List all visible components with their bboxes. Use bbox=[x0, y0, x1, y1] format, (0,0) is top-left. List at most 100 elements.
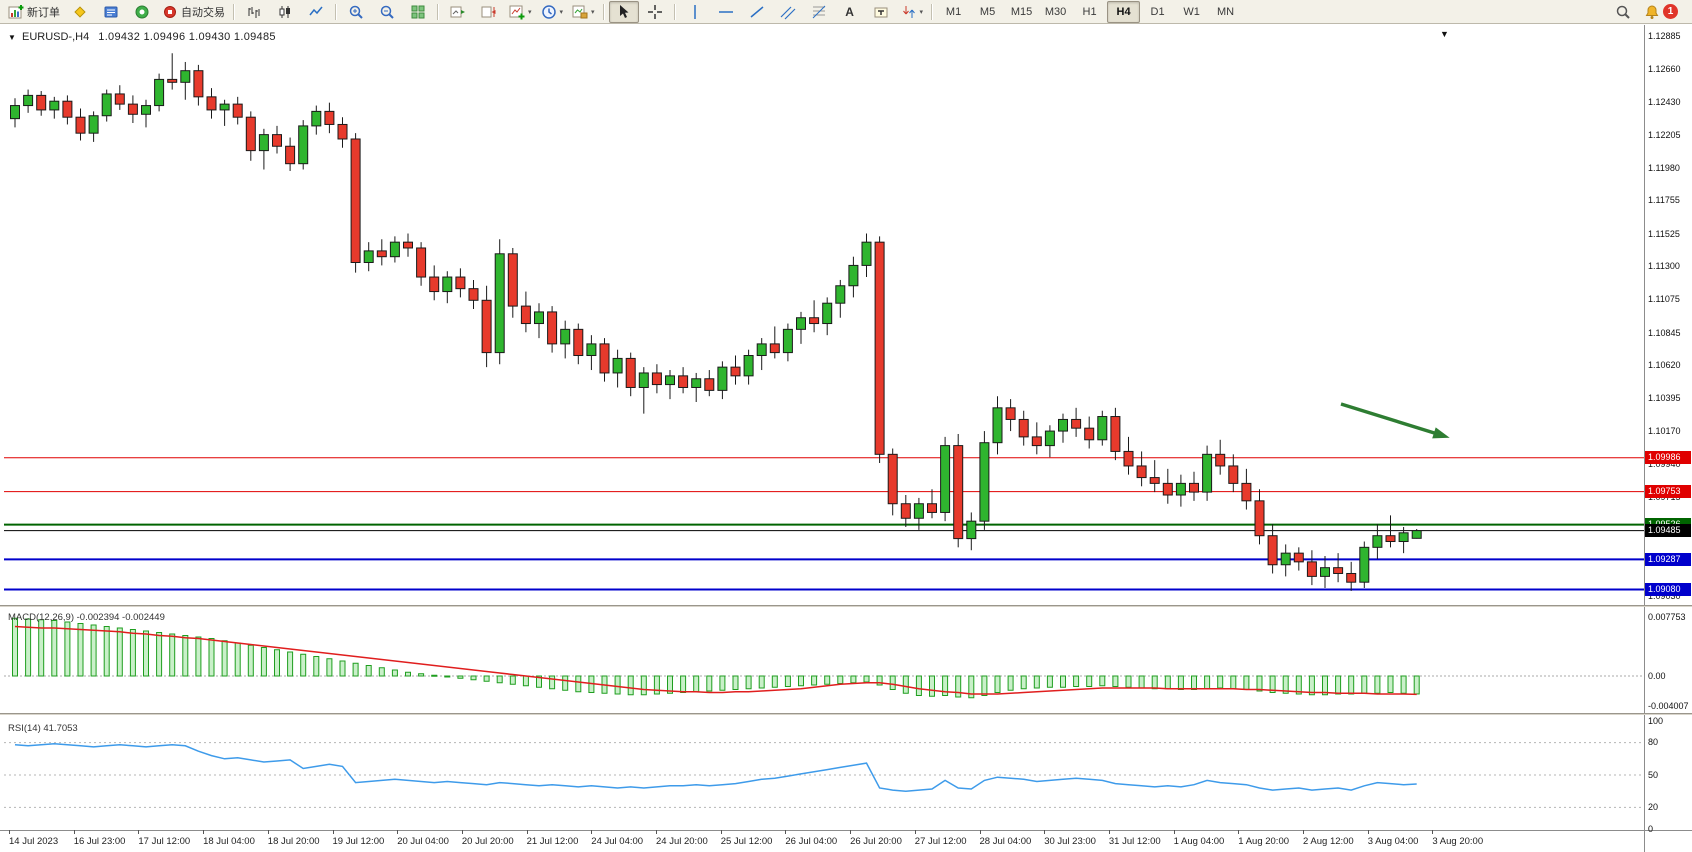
community-button[interactable] bbox=[127, 1, 157, 23]
timeframe-button-h1[interactable]: H1 bbox=[1082, 5, 1097, 18]
bear-candle bbox=[75, 116, 86, 134]
bear-candle bbox=[232, 103, 243, 118]
bull-candle bbox=[180, 70, 191, 83]
macd-histogram-bar bbox=[38, 619, 45, 677]
horizontal-line-tool-button[interactable] bbox=[711, 1, 741, 23]
macd-histogram-bar bbox=[339, 660, 346, 677]
bear-candle bbox=[1110, 416, 1121, 452]
bear-candle bbox=[900, 503, 911, 519]
zoom-in-button[interactable] bbox=[341, 1, 371, 23]
price-scale-label: 1.12660 bbox=[1648, 63, 1681, 74]
tile-windows-button[interactable] bbox=[403, 1, 433, 23]
search-icon bbox=[1616, 5, 1630, 19]
bull-candle bbox=[363, 250, 374, 264]
timeframe-button-m30[interactable]: M30 bbox=[1044, 5, 1067, 18]
bull-candle bbox=[389, 241, 400, 258]
time-axis-tick bbox=[267, 830, 269, 834]
metaeditor-button[interactable] bbox=[65, 1, 95, 23]
macd-histogram-bar bbox=[614, 675, 621, 695]
bull-candle bbox=[1044, 430, 1055, 447]
time-axis-tick bbox=[397, 830, 399, 834]
bear-candle bbox=[272, 134, 282, 147]
candlestick-chart-button[interactable] bbox=[270, 1, 300, 23]
time-axis-label: 27 Jul 12:00 bbox=[914, 836, 967, 847]
new-chart-button[interactable]: ▾ bbox=[505, 1, 536, 23]
timeframe-button-w1[interactable]: W1 bbox=[1183, 5, 1200, 18]
timeframe-button-mn[interactable]: MN bbox=[1217, 5, 1235, 18]
panel-splitter[interactable] bbox=[0, 713, 1692, 715]
macd-histogram-bar bbox=[968, 675, 975, 699]
toolbar-separator bbox=[437, 3, 439, 20]
price-scale-label: 1.09940 bbox=[1648, 459, 1681, 469]
timeframe-button-m15[interactable]: M15 bbox=[1010, 5, 1033, 18]
text-label-tool-button[interactable] bbox=[866, 1, 896, 23]
bear-candle bbox=[887, 453, 898, 505]
arrows-tool-button[interactable]: ▾ bbox=[897, 1, 928, 23]
toolbar: 新订单 自动交易 ▾ ▾ bbox=[0, 0, 1692, 24]
auto-scroll-button[interactable] bbox=[443, 1, 473, 23]
level-price-tag[interactable]: 1.09526 bbox=[1645, 518, 1691, 532]
macd-histogram-bar bbox=[1125, 675, 1132, 688]
one-click-trading-toggle[interactable]: ▼ bbox=[8, 33, 16, 42]
bull-candle bbox=[88, 115, 99, 134]
rsi-indicator-panel[interactable] bbox=[4, 721, 1644, 829]
macd-indicator-panel[interactable] bbox=[4, 610, 1644, 712]
macd-histogram-bar bbox=[1269, 675, 1276, 693]
macd-histogram-bar bbox=[156, 632, 163, 677]
bear-candle bbox=[625, 357, 636, 388]
chart-shift-marker[interactable]: ▼ bbox=[1440, 29, 1449, 39]
cursor-tool-button[interactable] bbox=[608, 0, 639, 23]
time-axis[interactable]: 14 Jul 2023 16 Jul 23:00 17 Jul 12:00 18 Ju… bbox=[0, 830, 1692, 852]
periods-button[interactable]: ▾ bbox=[537, 1, 568, 23]
price-scale-label: 1.11980 bbox=[1648, 162, 1680, 173]
crosshair-tool-button[interactable] bbox=[640, 1, 670, 23]
text-tool-button[interactable]: A bbox=[835, 1, 865, 23]
level-price-tag[interactable]: 1.09753 bbox=[1645, 485, 1691, 499]
notifications-button[interactable]: 1 bbox=[1640, 1, 1682, 23]
autotrading-button[interactable]: 自动交易 bbox=[158, 1, 229, 23]
chart-shift-button[interactable] bbox=[474, 1, 504, 23]
profiles-button[interactable] bbox=[96, 1, 126, 23]
bar-chart-button[interactable] bbox=[239, 1, 269, 23]
level-price-tag[interactable]: 1.09080 bbox=[1645, 583, 1691, 596]
level-price-tag[interactable]: 1.09986 bbox=[1645, 451, 1691, 465]
tile-windows-icon bbox=[411, 5, 425, 18]
bull-candle bbox=[1202, 453, 1213, 493]
main-price-chart[interactable] bbox=[4, 30, 1644, 604]
macd-histogram-bar bbox=[771, 675, 778, 688]
level-price-tag[interactable]: 1.09287 bbox=[1645, 552, 1691, 566]
timeframe-button-m1[interactable]: M1 bbox=[945, 5, 962, 18]
vertical-line-tool-button[interactable] bbox=[680, 1, 710, 23]
bull-candle bbox=[311, 110, 322, 127]
trendline-tool-button[interactable] bbox=[742, 1, 772, 23]
time-axis-label: 31 Jul 12:00 bbox=[1108, 836, 1161, 847]
macd-histogram-bar bbox=[837, 675, 844, 684]
new-order-button[interactable]: 新订单 bbox=[4, 1, 64, 23]
macd-histogram-bar bbox=[549, 675, 556, 690]
templates-button[interactable]: ▾ bbox=[568, 1, 599, 23]
timeframe-button-m5[interactable]: M5 bbox=[979, 5, 996, 18]
time-axis-label: 1 Aug 04:00 bbox=[1173, 836, 1225, 847]
timeframe-button-h4[interactable]: H4 bbox=[1107, 0, 1141, 23]
macd-histogram-bar bbox=[405, 671, 411, 677]
panel-splitter[interactable] bbox=[0, 605, 1692, 607]
line-chart-button[interactable] bbox=[301, 1, 331, 23]
bull-candle bbox=[691, 378, 702, 388]
macd-histogram-bar bbox=[981, 675, 988, 696]
fibonacci-tool-button[interactable] bbox=[804, 1, 834, 23]
macd-histogram-bar bbox=[300, 653, 307, 677]
macd-histogram-bar bbox=[418, 673, 425, 677]
zoom-out-button[interactable] bbox=[372, 1, 402, 23]
timeframe-button-d1[interactable]: D1 bbox=[1150, 5, 1165, 18]
bear-candle bbox=[730, 366, 741, 377]
macd-histogram-bar bbox=[496, 675, 503, 684]
trend-arrow-annotation[interactable] bbox=[1340, 402, 1445, 438]
bull-candle bbox=[848, 264, 859, 287]
time-axis-label: 30 Jul 23:00 bbox=[1044, 836, 1096, 847]
channel-tool-button[interactable] bbox=[773, 1, 803, 23]
search-button[interactable] bbox=[1608, 1, 1638, 23]
macd-histogram-bar bbox=[260, 647, 267, 677]
macd-histogram-bar bbox=[758, 675, 765, 689]
bear-candle bbox=[1228, 465, 1239, 484]
time-axis-label: 14 Jul 2023 bbox=[9, 836, 59, 847]
